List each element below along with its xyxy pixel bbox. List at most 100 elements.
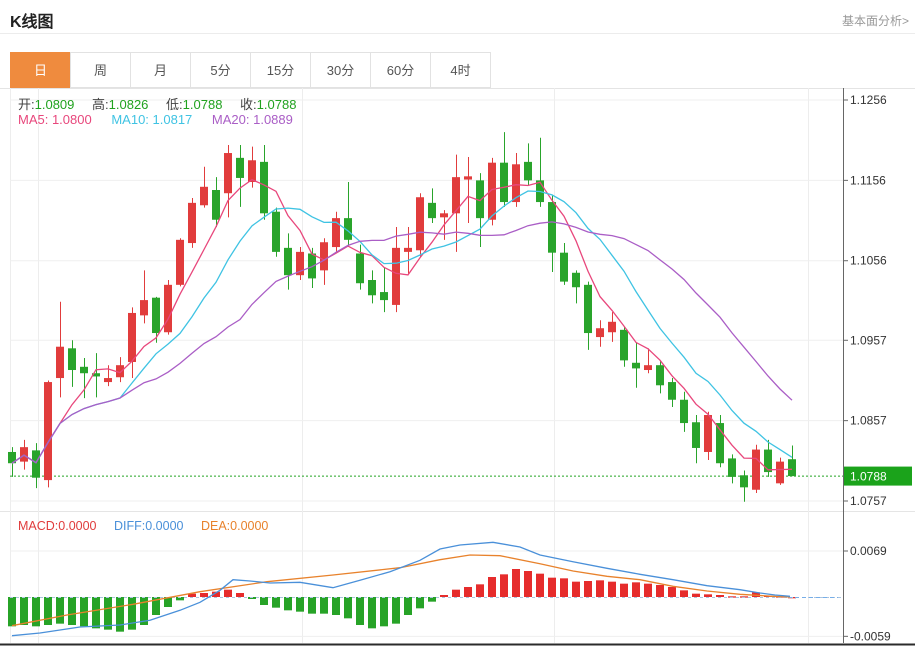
high-value: 1.0826 (108, 97, 149, 112)
candle-body (716, 423, 724, 464)
macd-bar (152, 597, 160, 615)
ma20-value: MA20: 1.0889 (211, 112, 293, 127)
tab-4时[interactable]: 4时 (430, 52, 491, 88)
candle-body (584, 284, 592, 334)
candle-body (80, 366, 88, 374)
bottom-border (0, 643, 915, 646)
macd-bar (500, 574, 508, 597)
candle-body (152, 297, 160, 334)
macd-bar (176, 597, 184, 601)
macd-label: 0.0069 (850, 544, 887, 558)
macd-bar (368, 597, 376, 629)
macd-bar (692, 593, 700, 597)
price-label: 1.0757 (850, 494, 887, 508)
tab-15分[interactable]: 15分 (250, 52, 311, 88)
dea-value: DEA:0.0000 (200, 519, 269, 533)
candle-body (248, 160, 256, 182)
macd-bar (44, 597, 52, 625)
candle-body (440, 213, 448, 218)
candle-body (320, 242, 328, 271)
candle-body (164, 284, 172, 333)
tab-周[interactable]: 周 (70, 52, 131, 88)
price-label: 1.1256 (850, 93, 887, 107)
macd-bar (404, 597, 412, 615)
candle-body (344, 218, 352, 240)
macd-bar (524, 571, 532, 597)
candle-body (788, 459, 796, 477)
macd-bar (440, 595, 448, 597)
candle-body (572, 272, 580, 288)
candle-body (356, 253, 364, 284)
tab-30分[interactable]: 30分 (310, 52, 371, 88)
candle-body (236, 157, 244, 178)
price-label: 1.0957 (850, 333, 887, 347)
macd-bar (356, 597, 364, 625)
candle-body (500, 162, 508, 203)
candle-body (200, 186, 208, 206)
price-label: 1.1156 (850, 173, 886, 187)
candle-body (20, 447, 28, 462)
macd-bar (632, 582, 640, 597)
macd-bar (716, 595, 724, 597)
macd-bar (272, 597, 280, 608)
timeframe-tabs: 日周月 5分 15分 30分 60分 4时 (10, 52, 491, 88)
macd-bar (452, 589, 460, 597)
price-label: 1.0857 (850, 414, 887, 428)
candle-body (620, 329, 628, 361)
tab-60分[interactable]: 60分 (370, 52, 431, 88)
tab-日[interactable]: 日 (10, 52, 71, 88)
macd-bar (668, 587, 676, 597)
macd-bar (428, 597, 436, 602)
ma10-value: MA10: 1.0817 (111, 112, 193, 127)
candle-body (524, 161, 532, 181)
macd-bar (308, 597, 316, 614)
macd-bar (680, 590, 688, 597)
macd-bar (464, 587, 472, 597)
close-value: 1.0788 (256, 97, 297, 112)
macd-bar (224, 589, 232, 597)
candle-body (308, 253, 316, 279)
macd-bar (728, 596, 736, 598)
page-title: K线图 (10, 14, 54, 31)
tab-5分[interactable]: 5分 (190, 52, 251, 88)
macd-bar (560, 578, 568, 597)
macd-bar (488, 577, 496, 597)
macd-bar (260, 597, 268, 605)
candle-body (740, 475, 748, 488)
macd-value: MACD:0.0000 (18, 519, 97, 533)
candle-body (476, 180, 484, 219)
candle-body (368, 280, 376, 296)
candle-body (92, 373, 100, 377)
macd-bar (392, 597, 400, 624)
macd-bar (116, 597, 124, 632)
candle-body (488, 162, 496, 220)
macd-bar (740, 596, 748, 598)
macd-bar (596, 580, 604, 597)
macd-bar (620, 583, 628, 597)
candle-body (44, 382, 52, 481)
macd-bar (8, 597, 16, 627)
tab-月[interactable]: 月 (130, 52, 191, 88)
candle-body (284, 247, 292, 276)
candle-body (104, 378, 112, 383)
candle-body (464, 176, 472, 180)
candle-body (668, 382, 676, 400)
candle-body (764, 449, 772, 473)
macd-bar (332, 597, 340, 615)
macd-bar (320, 597, 328, 614)
candle-body (704, 415, 712, 452)
ma10-line (11, 190, 793, 464)
candle-body (728, 458, 736, 477)
fundamental-analysis-link[interactable]: 基本面分析> (841, 14, 909, 28)
close-label: 收: (240, 97, 257, 112)
candle-body (416, 197, 424, 251)
candle-body (140, 300, 148, 316)
candle-body (392, 247, 400, 305)
macd-bar (584, 581, 592, 597)
candle-body (68, 348, 76, 371)
ma5-value: MA5: 1.0800 (18, 112, 92, 127)
macd-bar (344, 597, 352, 619)
candle-body (176, 239, 184, 285)
